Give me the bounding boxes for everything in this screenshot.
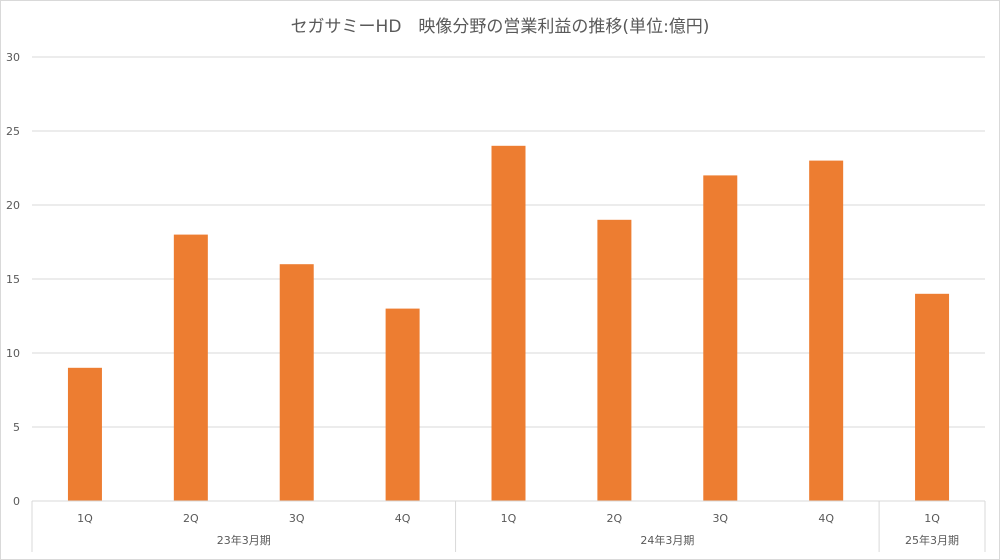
bar (173, 234, 208, 501)
y-tick-label: 15 (6, 273, 20, 286)
x-tick-label: 1Q (501, 512, 517, 525)
x-tick-label: 4Q (818, 512, 834, 525)
x-tick-label: 4Q (395, 512, 411, 525)
bar (279, 264, 314, 501)
bar (809, 160, 844, 501)
bar (67, 367, 102, 501)
bar (597, 219, 632, 502)
x-tick-label: 2Q (183, 512, 199, 525)
bar (385, 308, 420, 501)
y-tick-label: 20 (6, 199, 20, 212)
x-tick-label: 1Q (77, 512, 93, 525)
y-tick-label: 10 (6, 347, 20, 360)
x-tick-label: 3Q (712, 512, 728, 525)
x-group-label: 23年3月期 (217, 533, 271, 547)
bar (491, 145, 526, 502)
y-tick-label: 5 (13, 421, 20, 434)
x-group-label: 24年3月期 (640, 533, 694, 547)
bar (703, 175, 738, 501)
bar (915, 293, 950, 501)
y-tick-label: 25 (6, 125, 20, 138)
y-tick-label: 30 (6, 51, 20, 64)
chart-title: セガサミーHD 映像分野の営業利益の推移(単位:億円) (290, 17, 710, 37)
x-group-label: 25年3月期 (905, 533, 959, 547)
x-tick-label: 1Q (924, 512, 940, 525)
y-tick-label: 0 (13, 495, 20, 508)
x-tick-label: 3Q (289, 512, 305, 525)
x-tick-label: 2Q (607, 512, 623, 525)
